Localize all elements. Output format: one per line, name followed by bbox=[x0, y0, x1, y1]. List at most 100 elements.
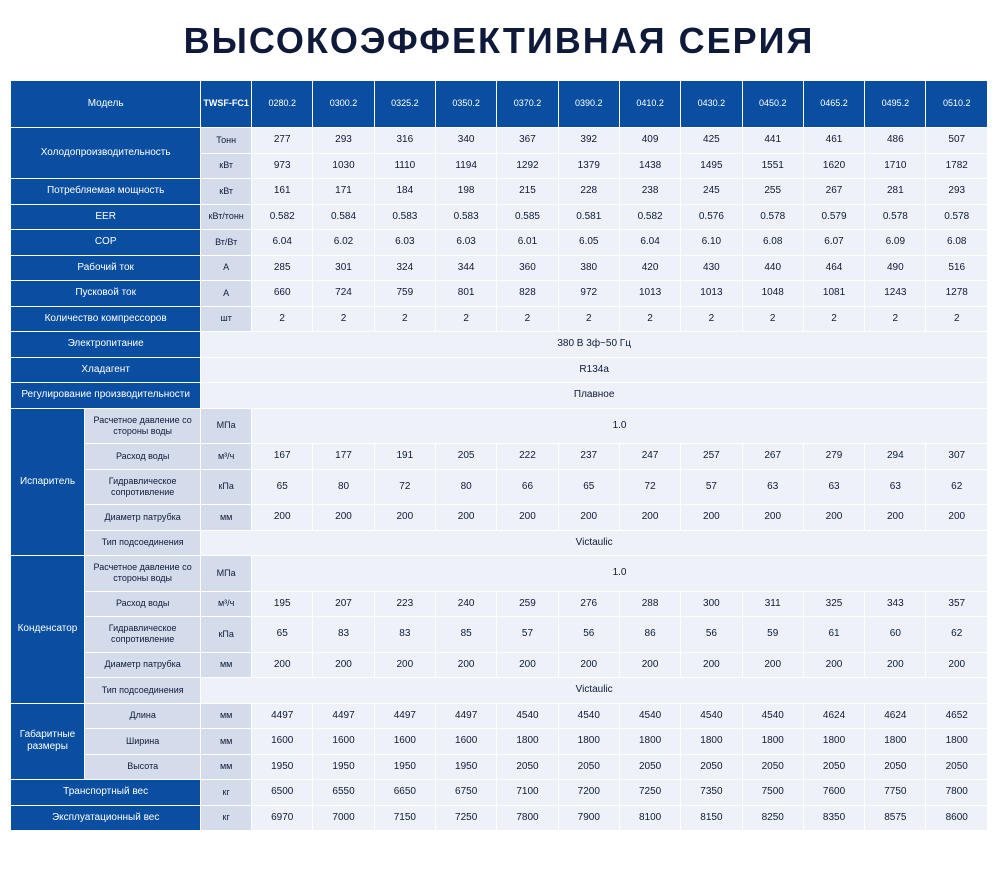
unit: Вт/Вт bbox=[201, 230, 252, 256]
cell: 4497 bbox=[374, 703, 435, 729]
cell: 0.581 bbox=[558, 204, 619, 230]
cell: 2 bbox=[681, 306, 742, 332]
cell: 62 bbox=[926, 617, 988, 653]
cell: 1551 bbox=[742, 153, 803, 179]
cell: 1081 bbox=[803, 281, 864, 307]
cell: 7750 bbox=[865, 780, 926, 806]
cell: 2 bbox=[497, 306, 558, 332]
cell: 167 bbox=[252, 444, 313, 470]
model-col-9: 0465.2 bbox=[803, 81, 864, 128]
cell: 57 bbox=[497, 617, 558, 653]
row-label: COP bbox=[11, 230, 201, 256]
cell: 6500 bbox=[252, 780, 313, 806]
cell: 1194 bbox=[435, 153, 496, 179]
cell: 4540 bbox=[681, 703, 742, 729]
cell: 6.03 bbox=[435, 230, 496, 256]
model-col-7: 0430.2 bbox=[681, 81, 742, 128]
cell: 344 bbox=[435, 255, 496, 281]
cell: 2 bbox=[742, 306, 803, 332]
unit: кВт/тонн bbox=[201, 204, 252, 230]
model-col-0: 0280.2 bbox=[252, 81, 313, 128]
cell: 1800 bbox=[865, 729, 926, 755]
cell: 184 bbox=[374, 179, 435, 205]
cell: 65 bbox=[558, 469, 619, 505]
cell: 7800 bbox=[497, 805, 558, 831]
cell: 0.584 bbox=[313, 204, 374, 230]
cell: 281 bbox=[865, 179, 926, 205]
cell: 4540 bbox=[497, 703, 558, 729]
cell: 1800 bbox=[681, 729, 742, 755]
unit: МПа bbox=[201, 408, 252, 444]
cell: 486 bbox=[865, 128, 926, 154]
unit: кВт bbox=[201, 179, 252, 205]
cell: 200 bbox=[313, 505, 374, 531]
unit: A bbox=[201, 281, 252, 307]
sub-label: Диаметр патрубка bbox=[85, 652, 201, 678]
cell: 1048 bbox=[742, 281, 803, 307]
cell: 7500 bbox=[742, 780, 803, 806]
cell: 8350 bbox=[803, 805, 864, 831]
unit: м³/ч bbox=[201, 444, 252, 470]
cell: 205 bbox=[435, 444, 496, 470]
cell: 200 bbox=[926, 505, 988, 531]
cell: 1950 bbox=[374, 754, 435, 780]
cell: 4497 bbox=[252, 703, 313, 729]
group-label: Конденсатор bbox=[11, 556, 85, 704]
model-col-5: 0390.2 bbox=[558, 81, 619, 128]
merged-value: 380 В 3ф~50 Гц bbox=[201, 332, 988, 358]
model-col-6: 0410.2 bbox=[619, 81, 680, 128]
cell: 6.08 bbox=[742, 230, 803, 256]
cell: 2 bbox=[374, 306, 435, 332]
row-label: EER bbox=[11, 204, 201, 230]
group-label: Габаритные размеры bbox=[11, 703, 85, 780]
cell: 7600 bbox=[803, 780, 864, 806]
cell: 255 bbox=[742, 179, 803, 205]
cell: 1438 bbox=[619, 153, 680, 179]
cell: 245 bbox=[681, 179, 742, 205]
cell: 72 bbox=[619, 469, 680, 505]
cell: 0.578 bbox=[742, 204, 803, 230]
cell: 200 bbox=[742, 652, 803, 678]
cell: 2 bbox=[619, 306, 680, 332]
cell: 59 bbox=[742, 617, 803, 653]
cell: 759 bbox=[374, 281, 435, 307]
cell: 1243 bbox=[865, 281, 926, 307]
cell: 80 bbox=[435, 469, 496, 505]
cell: 1800 bbox=[742, 729, 803, 755]
cell: 801 bbox=[435, 281, 496, 307]
sub-label: Расчетное давление со стороны воды bbox=[85, 556, 201, 592]
cell: 267 bbox=[742, 444, 803, 470]
cell: 1800 bbox=[619, 729, 680, 755]
row-label: Регулирование производительности bbox=[11, 383, 201, 409]
cell: 4652 bbox=[926, 703, 988, 729]
merged-value: 1.0 bbox=[252, 408, 988, 444]
merged-value: Victaulic bbox=[201, 530, 988, 556]
cell: 200 bbox=[558, 652, 619, 678]
cell: 1110 bbox=[374, 153, 435, 179]
cell: 293 bbox=[926, 179, 988, 205]
cell: 409 bbox=[619, 128, 680, 154]
cell: 259 bbox=[497, 591, 558, 617]
cell: 57 bbox=[681, 469, 742, 505]
unit: МПа bbox=[201, 556, 252, 592]
cell: 0.578 bbox=[865, 204, 926, 230]
merged-value: Плавное bbox=[201, 383, 988, 409]
cell: 972 bbox=[558, 281, 619, 307]
cell: 2050 bbox=[619, 754, 680, 780]
cell: 200 bbox=[252, 505, 313, 531]
cell: 171 bbox=[313, 179, 374, 205]
cell: 1013 bbox=[619, 281, 680, 307]
cell: 2 bbox=[803, 306, 864, 332]
sub-label: Гидравлическое сопротивление bbox=[85, 617, 201, 653]
cell: 4624 bbox=[803, 703, 864, 729]
cell: 2050 bbox=[926, 754, 988, 780]
sub-label: Длина bbox=[85, 703, 201, 729]
cell: 2050 bbox=[497, 754, 558, 780]
model-col-3: 0350.2 bbox=[435, 81, 496, 128]
cell: 4540 bbox=[619, 703, 680, 729]
sub-label: Диаметр патрубка bbox=[85, 505, 201, 531]
cell: 1950 bbox=[252, 754, 313, 780]
cell: 6.03 bbox=[374, 230, 435, 256]
cell: 1950 bbox=[435, 754, 496, 780]
cell: 6750 bbox=[435, 780, 496, 806]
